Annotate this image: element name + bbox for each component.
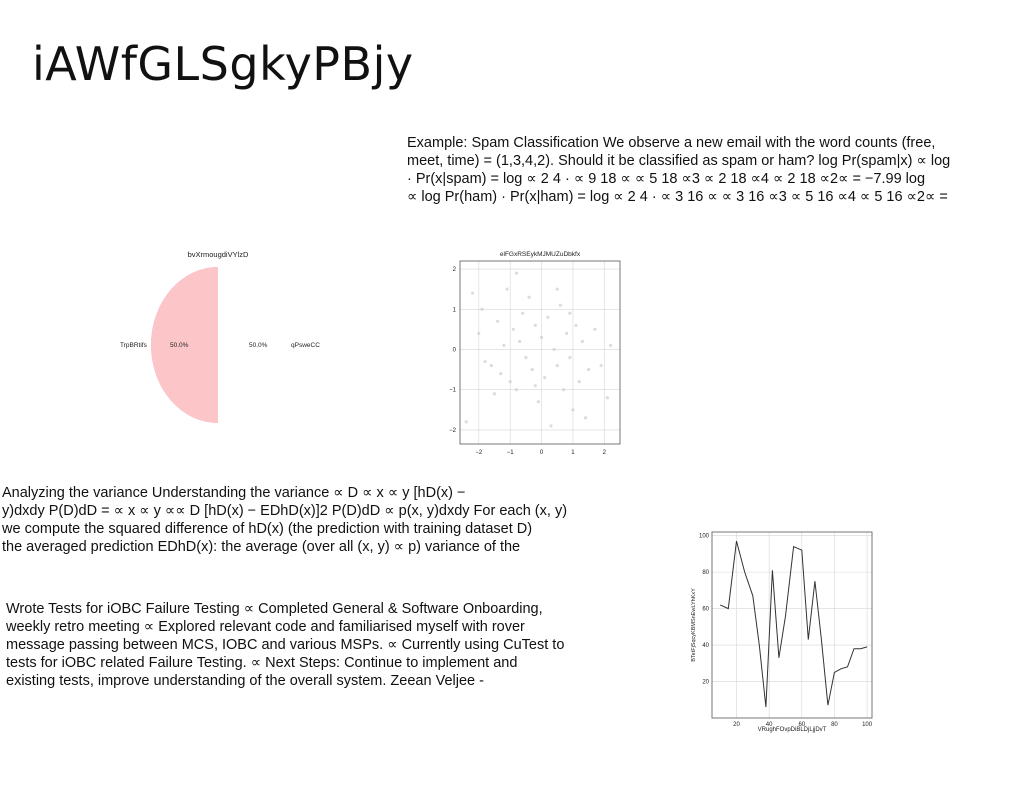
scatter-point: [605, 396, 610, 400]
scatter-xtick: −2: [475, 450, 483, 456]
scatter-point: [470, 291, 475, 295]
scatter-frame: [459, 260, 621, 445]
line-xlabel: VRughFOvpDiBLDjLjjDvT: [758, 727, 827, 733]
scatter-point: [527, 295, 531, 299]
scatter-point: [518, 339, 522, 344]
line-ytick: 100: [699, 534, 710, 540]
scatter-point: [511, 327, 515, 331]
spam-classification-text: Example: Spam Classification We observe …: [407, 134, 950, 206]
line-frame: [711, 531, 873, 719]
line-xtick: 20: [733, 722, 740, 728]
text-line: tests for iOBC related Failure Testing. …: [6, 655, 518, 671]
line-xtick: 100: [862, 722, 873, 728]
pie-label-left: TrpBRtifs: [120, 342, 148, 349]
scatter-point: [464, 420, 468, 424]
scatter-point: [533, 384, 537, 388]
scatter-point: [499, 372, 503, 376]
scatter-point: [483, 359, 487, 364]
scatter-point: [530, 367, 534, 372]
scatter-point: [477, 331, 481, 335]
scatter-xtick: 1: [571, 450, 575, 456]
line-ytick: 80: [702, 570, 709, 576]
scatter-point: [577, 380, 581, 384]
text-line: the averaged prediction EDhD(x): the ave…: [2, 539, 521, 555]
scatter-point: [568, 355, 572, 360]
scatter-point: [549, 424, 553, 428]
line-xtick: 60: [798, 722, 805, 728]
scatter-point: [571, 408, 575, 412]
scatter-ytick: −1: [449, 388, 457, 394]
scatter-point: [565, 331, 569, 335]
scatter-point: [492, 392, 497, 396]
scatter-point: [524, 355, 528, 360]
text-line: weekly retro meeting ∝ Explored relevant…: [6, 619, 525, 635]
pie-chart: bvXrmougdiVYlzD TrpBRtifs qPsweCC 50.0% …: [120, 250, 320, 423]
scatter-xtick: 0: [540, 450, 544, 456]
scatter-point: [574, 323, 578, 327]
line-ytick: 40: [702, 643, 709, 649]
text-line: existing tests, improve understanding of…: [6, 673, 484, 689]
line-xtick: 40: [766, 722, 773, 728]
pie-slice: [151, 267, 218, 423]
line-ytick: 60: [702, 607, 709, 613]
scatter-point: [508, 380, 512, 384]
scatter-point: [558, 303, 562, 307]
scatter-point: [599, 363, 603, 368]
scatter-ytick: −2: [449, 428, 457, 434]
text-line: · Pr(x|spam) = log ∝ 2 4 · ∝ 9 18 ∝ ∝ 5 …: [407, 171, 926, 187]
scatter-point: [608, 343, 613, 348]
line-ytick: 20: [702, 680, 709, 686]
scatter-point: [543, 376, 547, 380]
scatter-point: [546, 315, 550, 319]
scatter-point: [533, 323, 537, 327]
scatter-point: [583, 416, 588, 420]
scatter-point: [480, 307, 484, 311]
scatter-point: [505, 287, 509, 291]
pie-pct-left: 50.0%: [170, 342, 189, 349]
scatter-xtick: 2: [603, 450, 607, 456]
scatter-point: [555, 287, 559, 291]
scatter-point: [580, 339, 584, 344]
line-xtick: 80: [831, 722, 838, 728]
text-line: Wrote Tests for iOBC Failure Testing ∝ C…: [6, 601, 543, 617]
scatter-point: [561, 388, 566, 392]
line-ylabel: BTetFjSqcyKBMSnEwLYhKxY: [691, 588, 697, 662]
scatter-ytick: 0: [453, 347, 457, 353]
variance-text: Analyzing the variance Understanding the…: [2, 484, 567, 556]
text-line: meet, time) = (1,3,4,2). Should it be cl…: [407, 153, 951, 169]
scatter-ytick: 1: [453, 307, 457, 313]
line-series: [719, 540, 868, 708]
scatter-point: [555, 363, 559, 368]
scatter-point: [514, 271, 519, 275]
pie-label-right: qPsweCC: [291, 342, 320, 349]
scatter-ytick: 2: [453, 267, 457, 273]
page-title: iAWfGLSgkyPBjy: [32, 37, 414, 91]
text-line: we compute the squared difference of hD(…: [2, 521, 533, 537]
scatter-point: [587, 367, 591, 372]
scatter-point: [502, 343, 506, 348]
line-chart: 20 40 60 80 100 20 40 60 80 100 VRughFOvpDiBLDjLj…: [691, 531, 873, 733]
text-line: Analyzing the variance Understanding the…: [2, 485, 466, 501]
scatter-point: [539, 335, 544, 340]
pie-title: bvXrmougdiVYlzD: [188, 250, 249, 259]
scatter-point: [496, 319, 500, 323]
scatter-point: [521, 311, 525, 315]
text-line: ∝ log Pr(ham) · Pr(x|ham) = log ∝ 2 4 · …: [407, 189, 948, 205]
scatter-point: [552, 347, 556, 352]
scatter-point: [593, 327, 597, 331]
text-line: message passing between MCS, IOBC and va…: [6, 637, 565, 653]
scatter-xtick: −1: [507, 450, 515, 456]
scatter-point: [514, 388, 519, 392]
scatter-title: elFGxRSEykMJMUZuDbkfx: [500, 251, 581, 258]
text-line: y)dxdy P(D)dD = ∝ x ∝ y ∝∝ D [hD(x) − ED…: [2, 503, 568, 519]
scatter-chart: elFGxRSEykMJMUZuDbkfx −2 −1 0 1 2 2 1 0 −1 −2: [449, 251, 621, 456]
text-line: Example: Spam Classification We observe …: [407, 135, 936, 151]
scatter-point: [568, 311, 572, 315]
scatter-point: [489, 363, 493, 368]
pie-pct-right: 50.0%: [249, 342, 268, 349]
scatter-point: [536, 400, 541, 404]
iobc-testing-text: Wrote Tests for iOBC Failure Testing ∝ C…: [6, 600, 564, 690]
